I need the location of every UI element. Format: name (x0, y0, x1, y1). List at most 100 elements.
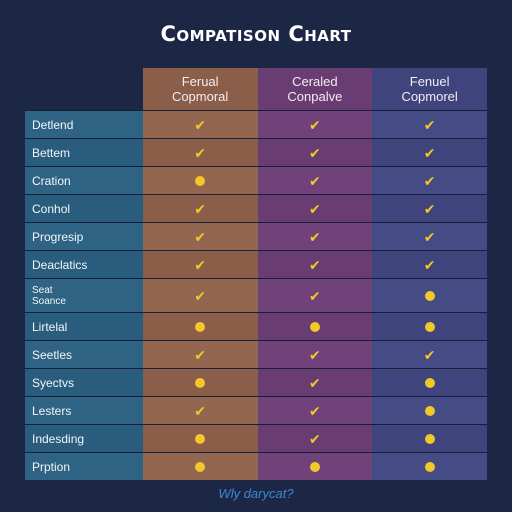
dot-icon (309, 321, 320, 332)
table-cell: ✔ (372, 111, 487, 138)
row-label-text: Progresip (32, 229, 84, 244)
dot-icon (309, 461, 320, 472)
table-row: Prption (25, 452, 487, 480)
comparison-table: Ferual Copmoral Ceraled Conpalve Fenuel … (25, 68, 487, 480)
row-label: Seetles (25, 341, 143, 368)
check-icon: ✔ (194, 144, 206, 161)
check-icon: ✔ (423, 346, 436, 363)
check-icon: ✔ (309, 256, 321, 273)
row-label: Conhol (25, 195, 143, 222)
row-label-text: Prption (32, 459, 71, 474)
check-icon: ✔ (423, 116, 436, 133)
row-label: Seat Soance (25, 279, 143, 312)
table-row: Detlend ✔ ✔ ✔ (25, 110, 487, 138)
table-cell: ✔ (372, 167, 487, 194)
table-cell: ✔ (257, 139, 373, 166)
row-label: Syectvs (25, 369, 143, 396)
row-label-text: Conhol (32, 201, 71, 216)
column-header-2: Ceraled Conpalve (257, 68, 373, 110)
check-icon: ✔ (309, 374, 321, 391)
dot-icon (195, 461, 206, 472)
table-cell: ✔ (142, 111, 258, 138)
table-row: Syectvs ✔ (25, 368, 487, 396)
check-icon: ✔ (423, 228, 436, 245)
table-body: Detlend ✔ ✔ ✔ Bettem ✔ ✔ ✔ Cration ✔ ✔ Conhol ✔ ✔ ✔ Pro… (25, 110, 487, 480)
check-icon: ✔ (309, 287, 321, 304)
table-cell: ✔ (257, 279, 373, 312)
check-icon: ✔ (194, 346, 206, 363)
row-label: Lesters (25, 397, 143, 424)
check-icon: ✔ (309, 228, 321, 245)
dot-icon (195, 377, 206, 388)
footer-link[interactable]: Wly darycat? (218, 486, 294, 501)
table-cell: ✔ (257, 111, 373, 138)
row-label-text: Detlend (32, 117, 74, 132)
check-icon: ✔ (423, 256, 436, 273)
check-icon: ✔ (423, 200, 436, 217)
chart-title: Compatison Chart (160, 22, 352, 46)
row-label: Prption (25, 453, 143, 480)
dot-icon (424, 321, 435, 332)
table-cell: ✔ (257, 425, 373, 452)
row-label-text: Bettem (32, 145, 71, 160)
dot-icon (424, 461, 435, 472)
dot-icon (195, 175, 206, 186)
header-row: Ferual Copmoral Ceraled Conpalve Fenuel … (25, 68, 487, 110)
table-cell (372, 453, 487, 480)
check-icon: ✔ (194, 200, 206, 217)
row-label-text: Lesters (32, 403, 72, 418)
table-cell (257, 453, 373, 480)
row-label-text: Cration (32, 173, 71, 188)
row-label: Indesding (25, 425, 143, 452)
table-cell (372, 313, 487, 340)
table-cell: ✔ (142, 139, 258, 166)
table-row: Deaclatics ✔ ✔ ✔ (25, 250, 487, 278)
table-cell: ✔ (142, 251, 258, 278)
check-icon: ✔ (423, 144, 436, 161)
table-row: Lirtelal (25, 312, 487, 340)
table-row: Conhol ✔ ✔ ✔ (25, 194, 487, 222)
table-cell: ✔ (142, 397, 258, 424)
table-row: Bettem ✔ ✔ ✔ (25, 138, 487, 166)
table-cell: ✔ (257, 223, 373, 250)
table-row: Seat Soance ✔ ✔ (25, 278, 487, 312)
column-header-1-line1: Ferual (181, 74, 219, 89)
row-label-text: Seat (32, 284, 53, 296)
check-icon: ✔ (309, 116, 321, 133)
table-cell (372, 279, 487, 312)
table-row: Cration ✔ ✔ (25, 166, 487, 194)
table-cell: ✔ (257, 167, 373, 194)
column-header-3-line1: Fenuel (409, 74, 450, 89)
dot-icon (195, 321, 206, 332)
table-cell (142, 313, 258, 340)
column-header-2-line1: Ceraled (292, 74, 338, 89)
check-icon: ✔ (423, 172, 436, 189)
table-cell (142, 167, 258, 194)
table-cell: ✔ (142, 279, 258, 312)
table-cell (257, 313, 373, 340)
table-cell (372, 425, 487, 452)
table-row: Lesters ✔ ✔ (25, 396, 487, 424)
table-row: Seetles ✔ ✔ ✔ (25, 340, 487, 368)
table-cell (372, 369, 487, 396)
dot-icon (424, 290, 435, 301)
table-cell: ✔ (257, 397, 373, 424)
row-label: Detlend (25, 111, 143, 138)
table-cell: ✔ (257, 251, 373, 278)
column-header-3: Fenuel Copmorel (372, 68, 487, 110)
table-cell: ✔ (372, 223, 487, 250)
check-icon: ✔ (194, 116, 206, 133)
table-cell: ✔ (372, 139, 487, 166)
table-cell (142, 369, 258, 396)
table-cell (142, 453, 258, 480)
table-cell: ✔ (372, 251, 487, 278)
row-label-subtext: Soance (32, 295, 66, 307)
check-icon: ✔ (194, 287, 206, 304)
check-icon: ✔ (194, 256, 206, 273)
table-cell: ✔ (142, 223, 258, 250)
column-header-1-line2: Copmoral (171, 89, 229, 104)
dot-icon (424, 433, 435, 444)
check-icon: ✔ (194, 228, 206, 245)
column-header-2-line2: Conpalve (287, 89, 343, 104)
table-cell: ✔ (142, 341, 258, 368)
